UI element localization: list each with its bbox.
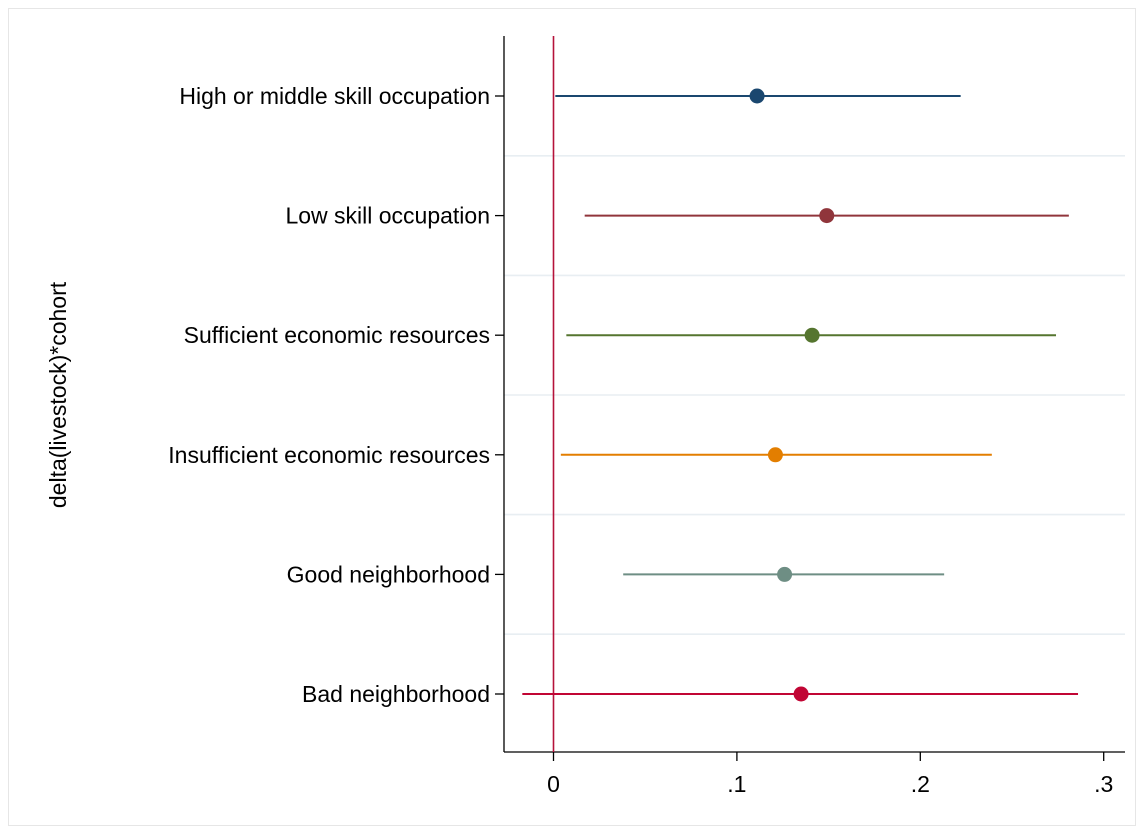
estimate-point — [767, 447, 783, 463]
estimate-point — [804, 327, 820, 343]
x-ticks: 0 .1 .2 .3 — [547, 752, 1113, 797]
category-label: Bad neighborhood — [302, 681, 490, 707]
estimate-point — [793, 686, 809, 702]
category-label: Low skill occupation — [285, 203, 490, 229]
x-tick-label: 0 — [547, 771, 560, 797]
category-label: High or middle skill occupation — [179, 83, 490, 109]
x-tick-label: .3 — [1094, 771, 1113, 797]
x-tick-label: .2 — [911, 771, 930, 797]
chart-frame — [8, 8, 1136, 826]
category-label: Sufficient economic resources — [184, 322, 490, 348]
grid-lines — [504, 155, 1125, 636]
axes — [503, 36, 1125, 753]
category-label: Insufficient economic resources — [168, 442, 490, 468]
estimate-point — [819, 208, 835, 224]
category-label: Good neighborhood — [287, 561, 490, 587]
category-labels: High or middle skill occupation Low skill… — [168, 83, 504, 707]
series-layer — [522, 88, 1079, 702]
estimate-point — [777, 566, 793, 582]
y-axis-title: delta(livestock)*cohort — [45, 281, 71, 508]
x-tick-label: .1 — [727, 771, 746, 797]
estimate-point — [749, 88, 765, 104]
